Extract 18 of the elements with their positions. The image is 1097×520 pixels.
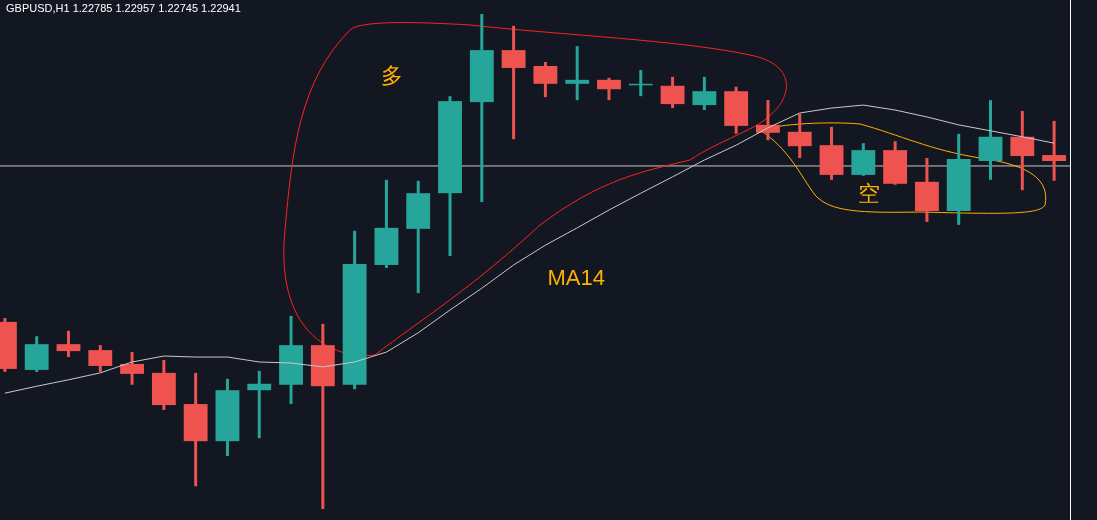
candlestick bbox=[565, 46, 590, 102]
annotation: 多 bbox=[381, 63, 404, 89]
candlestick bbox=[120, 352, 144, 385]
candlestick bbox=[787, 113, 812, 160]
chart-title: GBPUSD,H1 1.22785 1.22957 1.22745 1.22941 bbox=[6, 2, 241, 14]
annotation: 空 bbox=[858, 180, 881, 206]
candlestick bbox=[533, 62, 558, 99]
candlestick bbox=[660, 75, 685, 110]
candlestick bbox=[692, 75, 717, 111]
candlestick bbox=[247, 369, 272, 440]
candlestick bbox=[1010, 111, 1035, 192]
candlestick bbox=[597, 76, 621, 102]
candlestick bbox=[1042, 119, 1067, 181]
candlestick bbox=[88, 345, 113, 372]
candlestick bbox=[756, 100, 780, 142]
candlestick bbox=[56, 329, 81, 359]
series-label: MA14 bbox=[547, 265, 605, 291]
candlestick bbox=[501, 24, 526, 141]
